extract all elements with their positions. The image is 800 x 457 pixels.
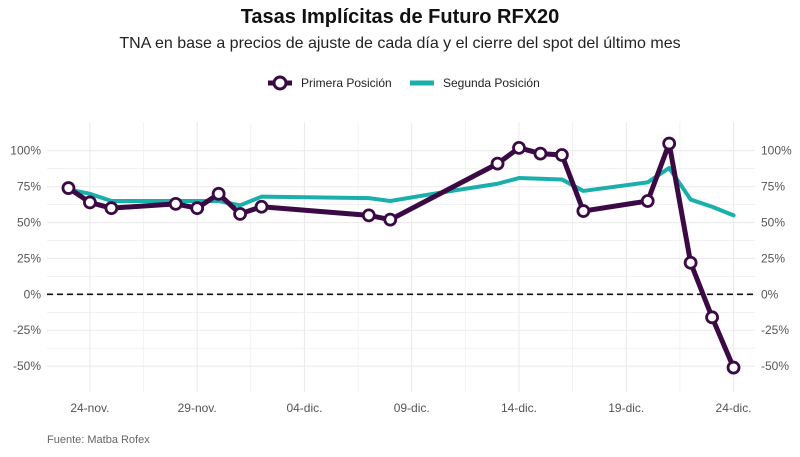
y-tick-label-left: 0% bbox=[24, 287, 42, 301]
data-point-primera bbox=[533, 146, 548, 161]
x-tick-label: 29-nov. bbox=[178, 401, 217, 415]
x-tick-label: 19-dic. bbox=[608, 401, 644, 415]
data-point-primera bbox=[726, 360, 741, 375]
chart-subtitle: TNA en base a precios de ajuste de cada … bbox=[119, 35, 681, 52]
y-tick-label-right: 25% bbox=[761, 251, 785, 265]
y-tick-label-left: 50% bbox=[17, 216, 41, 230]
y-tick-label-right: 0% bbox=[761, 287, 779, 301]
y-tick-label-left: 100% bbox=[10, 144, 41, 158]
data-point-primera bbox=[512, 140, 526, 155]
data-point-primera bbox=[555, 148, 569, 162]
y-tick-label-right: 100% bbox=[761, 144, 792, 158]
y-tick-label-right: -50% bbox=[761, 359, 789, 373]
x-tick-label: 14-dic. bbox=[501, 401, 537, 415]
x-tick-label: 24-nov. bbox=[70, 401, 109, 415]
x-tick-label: 09-dic. bbox=[394, 401, 430, 415]
data-point-primera bbox=[640, 194, 655, 208]
legend-label-primera: Primera Posición bbox=[301, 76, 392, 90]
y-tick-label-left: -50% bbox=[13, 359, 41, 373]
data-point-primera bbox=[168, 196, 183, 211]
data-point-primera bbox=[233, 207, 247, 221]
data-point-primera bbox=[576, 204, 591, 218]
legend: Primera Posición Segunda Posición bbox=[268, 75, 540, 91]
data-point-primera bbox=[254, 199, 269, 214]
data-point-primera bbox=[361, 208, 376, 223]
data-point-primera bbox=[61, 181, 76, 195]
x-tick-label: 24-dic. bbox=[716, 401, 752, 415]
y-tick-label-left: -25% bbox=[13, 323, 41, 337]
plot-area bbox=[47, 136, 755, 375]
y-tick-label-left: 75% bbox=[17, 180, 41, 194]
legend-label-segunda: Segunda Posición bbox=[443, 76, 540, 90]
x-tick-label: 04-dic. bbox=[286, 401, 322, 415]
data-point-primera bbox=[211, 186, 226, 201]
y-tick-label-right: 50% bbox=[761, 216, 785, 230]
series-line-primera bbox=[65, 141, 737, 371]
data-point-primera bbox=[83, 195, 97, 210]
data-point-primera bbox=[190, 201, 205, 216]
series-line-segunda bbox=[66, 165, 736, 218]
axes: 24-nov. 29-nov. 04-dic. 09-dic. 14-dic. 19-di… bbox=[10, 144, 792, 415]
y-tick-label-left: 25% bbox=[17, 251, 41, 265]
source-note: Fuente: Matba Rofex bbox=[47, 434, 150, 446]
data-point-primera bbox=[104, 201, 119, 216]
data-point-primera bbox=[683, 255, 698, 270]
y-tick-label-right: -25% bbox=[761, 323, 789, 337]
y-tick-label-right: 75% bbox=[761, 180, 785, 194]
grid bbox=[47, 122, 755, 392]
data-point-primera bbox=[383, 212, 398, 227]
data-point-primera bbox=[490, 156, 505, 171]
data-point-primera bbox=[705, 310, 719, 325]
legend-marker-primera bbox=[272, 75, 288, 91]
chart-title: Tasas Implícitas de Futuro RFX20 bbox=[240, 6, 560, 28]
data-point-primera bbox=[662, 136, 677, 151]
